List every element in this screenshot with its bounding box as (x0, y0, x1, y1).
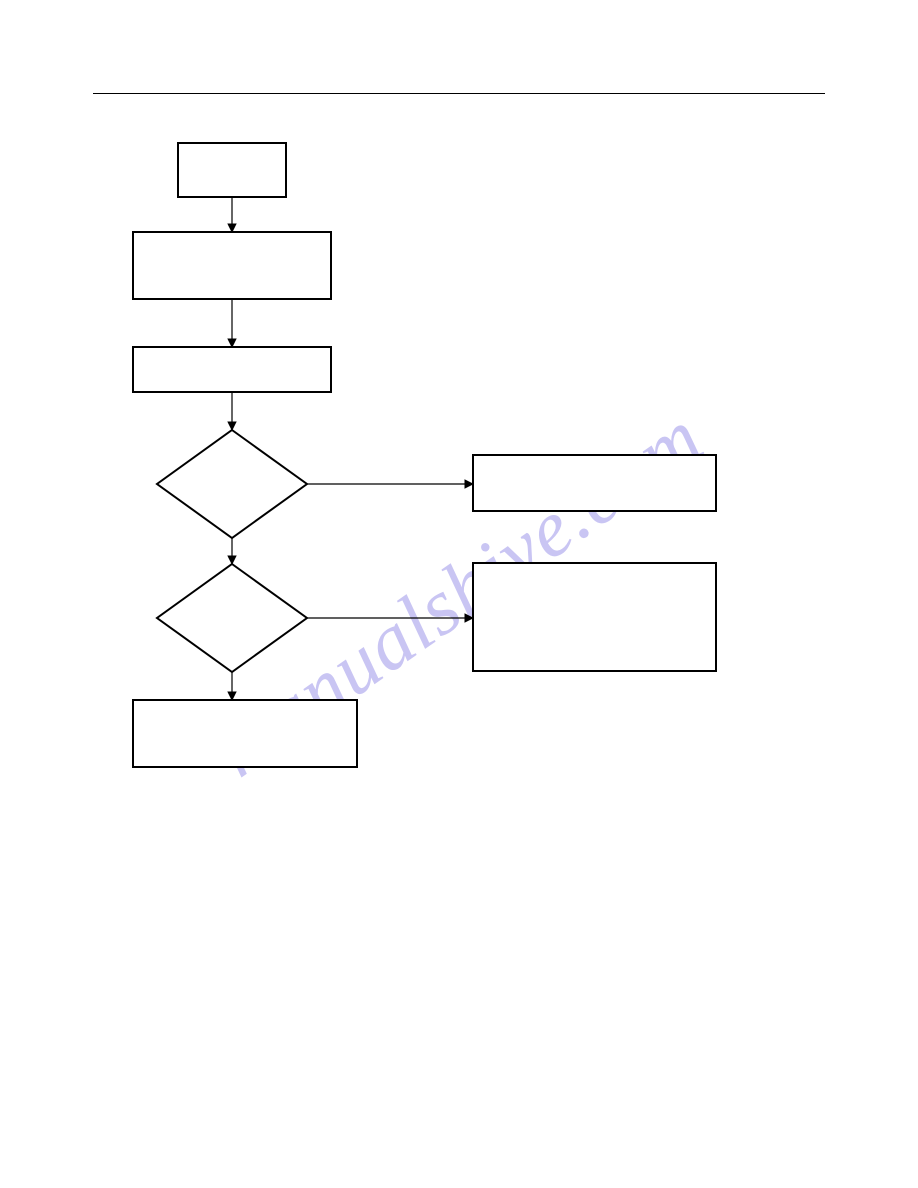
node-n4 (133, 700, 357, 767)
node-d2 (157, 564, 307, 672)
node-n1 (178, 143, 286, 197)
node-r1 (473, 455, 716, 511)
node-r2 (473, 563, 716, 671)
flowchart-canvas (0, 0, 918, 1188)
node-n3 (133, 347, 331, 392)
node-d1 (157, 430, 307, 538)
node-n2 (133, 232, 331, 299)
page-root: { "watermark": { "text": "manualshive.co… (0, 0, 918, 1188)
